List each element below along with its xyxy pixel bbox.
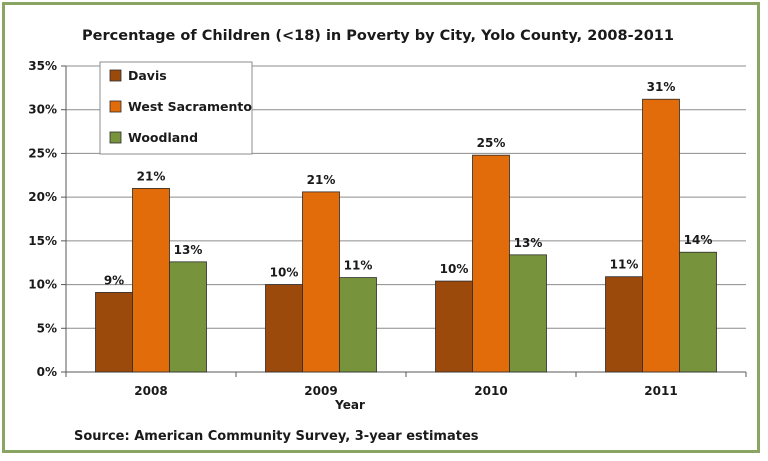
data-label: 13%	[514, 236, 543, 250]
x-tick-label: 2010	[474, 384, 507, 398]
data-label: 31%	[647, 80, 676, 94]
y-tick-label: 25%	[28, 146, 57, 160]
legend: Davis West Sacramento Woodland	[99, 61, 253, 155]
legend-label: Woodland	[128, 130, 198, 145]
bar-woodland-2011	[679, 251, 717, 373]
y-tick-label: 15%	[28, 234, 57, 248]
y-tick-label: 0%	[37, 365, 57, 379]
y-tick-label: 5%	[37, 321, 57, 335]
legend-label: West Sacramento	[128, 99, 252, 114]
data-label: 10%	[440, 262, 469, 276]
bar-west-sacramento-2009	[302, 191, 340, 373]
data-label: 14%	[684, 233, 713, 247]
data-label: 21%	[137, 169, 166, 183]
bars-layer	[95, 98, 717, 373]
data-labels-layer: 9% 21% 13% 10% 21% 11% 10% 25% 13% 11% 31% 14%	[104, 80, 713, 287]
axis-layer: 0% 5% 10% 15% 20% 25% 30% 35%	[28, 59, 747, 379]
bar-davis-2008	[95, 292, 133, 373]
y-tick-label: 10%	[28, 278, 57, 292]
bar-davis-2010	[435, 280, 473, 373]
bar-woodland-2010	[509, 254, 547, 373]
data-label: 10%	[270, 266, 299, 280]
y-tick-label: 20%	[28, 190, 57, 204]
data-label: 9%	[104, 273, 124, 287]
x-tick-label: 2011	[644, 384, 677, 398]
y-tick-label: 35%	[28, 59, 57, 73]
x-axis-label: Year	[334, 398, 365, 412]
data-label: 21%	[307, 173, 336, 187]
bar-west-sacramento-2010	[472, 154, 510, 373]
x-tick-label: 2009	[304, 384, 337, 398]
data-label: 11%	[610, 258, 639, 272]
bar-davis-2009	[265, 284, 303, 373]
legend-label: Davis	[128, 68, 167, 83]
bar-woodland-2008	[169, 261, 207, 373]
legend-swatch	[109, 100, 122, 113]
data-label: 13%	[174, 243, 203, 257]
bar-west-sacramento-2008	[132, 187, 170, 373]
data-label: 25%	[477, 136, 506, 150]
chart-title: Percentage of Children (<18) in Poverty …	[82, 28, 674, 44]
legend-swatch	[109, 131, 122, 144]
bar-woodland-2009	[339, 277, 377, 373]
x-ticks-layer: 2008 2009 2010 2011	[134, 384, 677, 398]
legend-swatch	[109, 69, 122, 82]
bar-davis-2011	[605, 276, 643, 373]
legend-box	[99, 61, 253, 155]
data-label: 11%	[344, 259, 373, 273]
y-tick-label: 30%	[28, 103, 57, 117]
source-note: Source: American Community Survey, 3-yea…	[74, 429, 479, 444]
bar-west-sacramento-2011	[642, 98, 680, 373]
x-tick-label: 2008	[134, 384, 167, 398]
